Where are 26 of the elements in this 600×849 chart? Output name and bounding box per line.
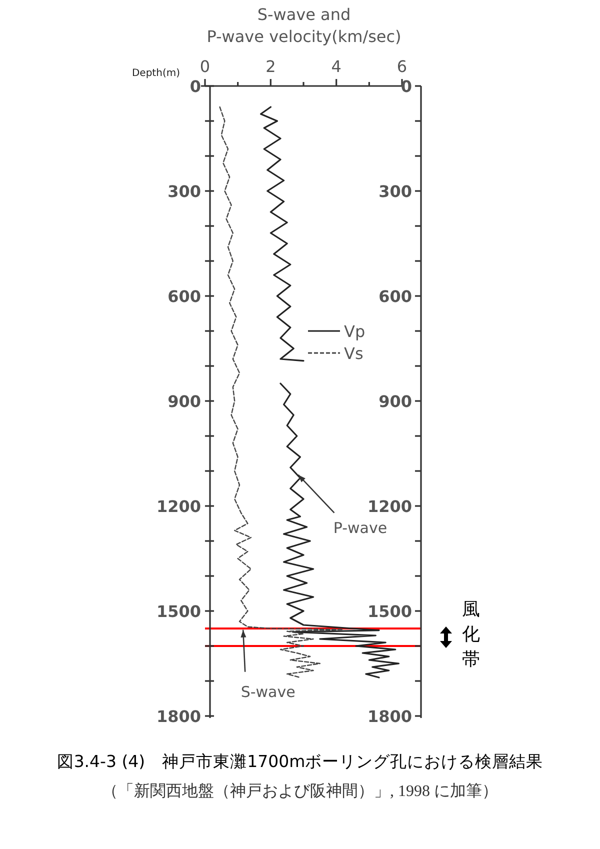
y-tick-label: 0 — [190, 77, 201, 96]
y2-tick-label: 1500 — [367, 602, 412, 621]
y-tick-label: 300 — [168, 182, 201, 201]
x-axis-title: S-wave and P-wave velocity(km/sec) — [206, 5, 402, 46]
y2-tick-label: 900 — [378, 392, 412, 411]
y2-tick-label: 0 — [400, 77, 412, 96]
legend-label: Vs — [344, 344, 364, 363]
y-tick-label: 1800 — [156, 707, 201, 726]
x-tick-label: 4 — [331, 57, 342, 76]
y-tick-label: 900 — [168, 392, 201, 411]
x-tick-label: 2 — [266, 57, 276, 76]
y2-tick-label: 1200 — [367, 497, 412, 516]
y-tick-label: 1200 — [156, 497, 201, 516]
ref-line-label: 風化帯 — [462, 599, 480, 670]
y-tick-label: 1500 — [156, 602, 201, 621]
x-tick-label: 6 — [396, 57, 408, 76]
y-tick-label: 600 — [168, 287, 201, 306]
legend-label: Vp — [344, 322, 366, 341]
y2-tick-label: 600 — [378, 287, 412, 306]
y2-tick-label: 300 — [378, 182, 412, 201]
y2-tick-label: 1800 — [367, 707, 412, 726]
text: （「新関西地盤（神戸および阪神間）」, 1998 に加筆） — [102, 782, 498, 800]
y-axis-title: Depth(m) — [132, 68, 180, 79]
text: 図3.4-3 (4) 神戸市東灘1700mボーリング孔における検層結果 — [56, 752, 544, 771]
annotation: P-wave — [333, 518, 388, 537]
annotation: S-wave — [240, 682, 296, 701]
